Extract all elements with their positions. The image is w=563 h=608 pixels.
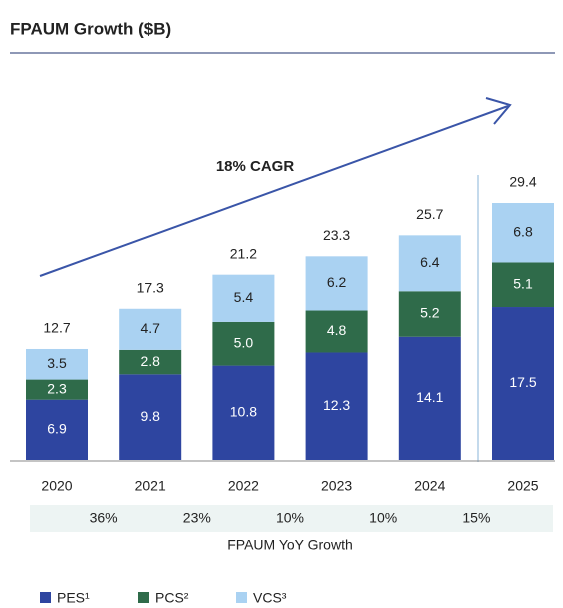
segment-label: 5.0 <box>234 334 254 350</box>
bar-segment <box>492 262 554 308</box>
segment-label: 2.8 <box>140 353 160 369</box>
segment-label: 6.2 <box>327 274 347 290</box>
segment-label: 6.8 <box>513 223 533 239</box>
bar-segment <box>398 291 461 337</box>
segment-label: 17.5 <box>509 374 536 390</box>
segment-label: 6.9 <box>47 421 67 437</box>
growth-value: 10% <box>276 510 304 526</box>
bar-segment <box>212 321 275 366</box>
bar-segment <box>212 274 275 322</box>
x-tick-label: 2023 <box>321 478 352 494</box>
total-label: 29.4 <box>509 174 536 190</box>
bar-segment <box>26 399 88 460</box>
segment-label: 2.3 <box>47 380 67 396</box>
total-label: 21.2 <box>230 245 257 261</box>
bar-segment <box>492 307 554 460</box>
bar-segment <box>119 374 182 460</box>
bar-segment <box>119 349 182 375</box>
segment-label: 10.8 <box>230 403 257 419</box>
bar-segment <box>305 256 368 311</box>
growth-label: FPAUM YoY Growth <box>227 537 353 553</box>
segment-label: 5.2 <box>420 305 440 321</box>
x-tick-label: 2020 <box>41 478 72 494</box>
x-tick-label: 2021 <box>135 478 166 494</box>
segment-label: 4.8 <box>327 322 347 338</box>
growth-value: 36% <box>90 510 118 526</box>
x-tick-label: 2022 <box>228 478 259 494</box>
legend-label: PCS² <box>155 590 189 606</box>
cagr-annotation: 18% CAGR <box>216 158 295 175</box>
segment-label: 6.4 <box>420 254 440 270</box>
growth-value: 10% <box>369 510 397 526</box>
bar-segment <box>119 308 182 350</box>
bar-segment <box>492 203 554 263</box>
segment-label: 14.1 <box>416 389 443 405</box>
chart-title: FPAUM Growth ($B) <box>10 19 171 38</box>
cagr-arrow <box>39 105 509 277</box>
bar-segment <box>305 352 368 460</box>
growth-value: 23% <box>183 510 211 526</box>
growth-value: 15% <box>462 510 490 526</box>
legend-label: PES¹ <box>57 590 90 606</box>
total-label: 25.7 <box>416 206 443 222</box>
segment-label: 9.8 <box>140 408 160 424</box>
total-label: 12.7 <box>43 320 70 336</box>
legend-label: VCS³ <box>253 590 287 606</box>
legend-swatch <box>236 592 247 603</box>
growth-band <box>30 505 553 532</box>
segment-label: 4.7 <box>140 320 160 336</box>
segment-label: 5.4 <box>234 289 254 305</box>
x-tick-label: 2024 <box>414 478 445 494</box>
bar-segment <box>26 379 88 400</box>
bar-segment <box>26 348 88 380</box>
cagr-arrowhead <box>485 97 512 125</box>
total-label: 17.3 <box>137 279 164 295</box>
bar-segment <box>212 365 275 460</box>
bar-segment <box>305 310 368 353</box>
total-label: 23.3 <box>323 227 350 243</box>
bar-segment <box>398 235 461 292</box>
legend-swatch <box>40 592 51 603</box>
x-tick-label: 2025 <box>507 478 538 494</box>
segment-label: 5.1 <box>513 275 533 291</box>
segment-label: 12.3 <box>323 397 350 413</box>
bar-segment <box>398 336 461 460</box>
segment-label: 3.5 <box>47 355 67 371</box>
legend-swatch <box>138 592 149 603</box>
